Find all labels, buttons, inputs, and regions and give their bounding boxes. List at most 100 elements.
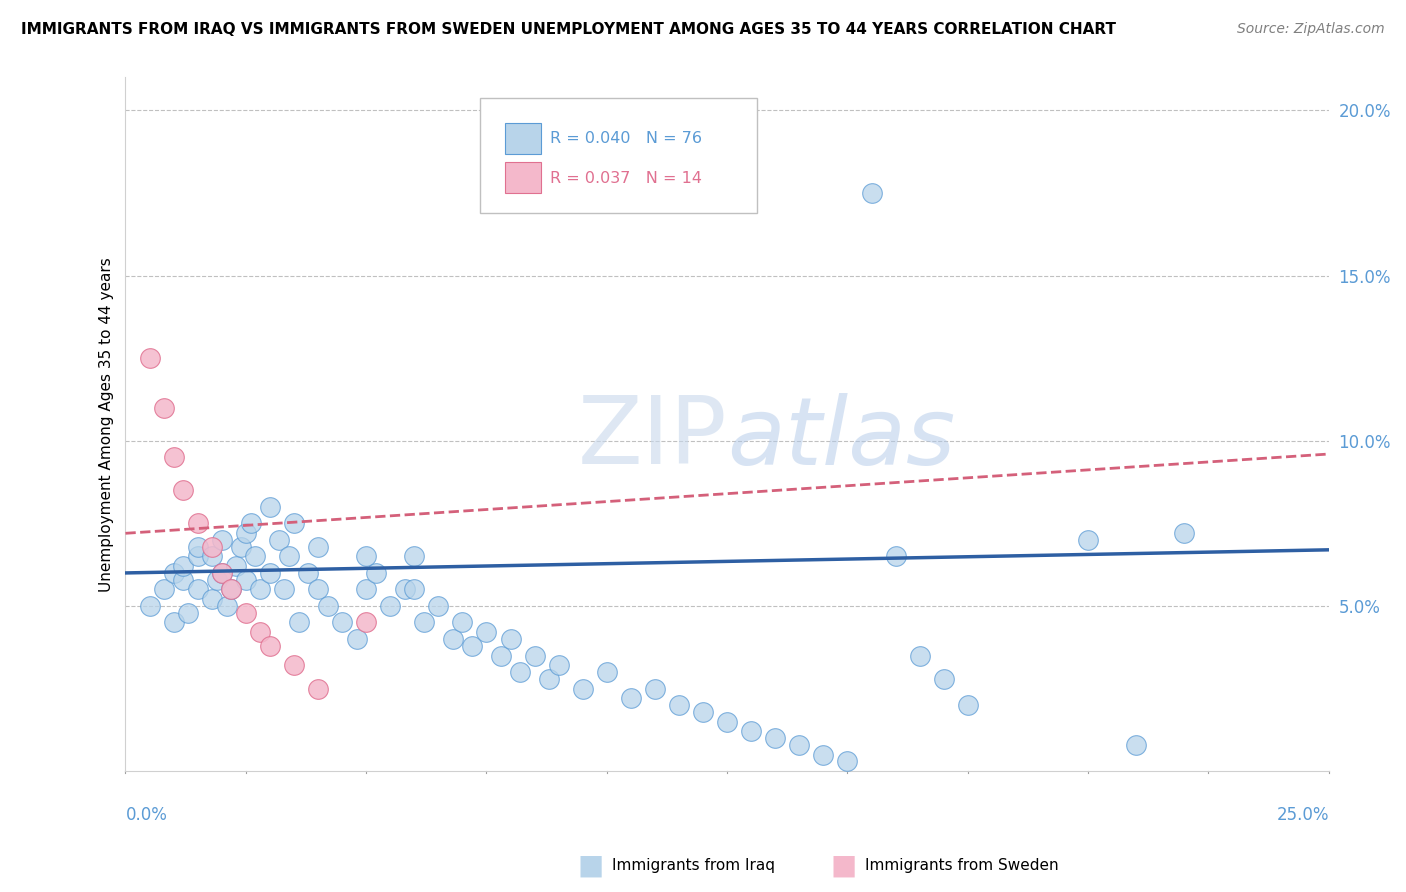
Point	[716, 714, 738, 729]
Point	[789, 738, 811, 752]
Text: 0.0%: 0.0%	[125, 805, 167, 824]
Point	[201, 592, 224, 607]
Point	[330, 615, 353, 630]
Text: Source: ZipAtlas.com: Source: ZipAtlas.com	[1237, 22, 1385, 37]
Point	[644, 681, 666, 696]
Point	[441, 632, 464, 646]
Point	[172, 483, 194, 498]
Point	[1173, 526, 1195, 541]
Point	[177, 606, 200, 620]
Text: R = 0.040   N = 76: R = 0.040 N = 76	[550, 131, 702, 146]
Point	[316, 599, 339, 613]
Point	[509, 665, 531, 679]
Point	[221, 582, 243, 597]
Point	[475, 625, 498, 640]
Point	[1077, 533, 1099, 547]
Point	[380, 599, 402, 613]
Point	[245, 549, 267, 564]
Point	[489, 648, 512, 663]
Point	[235, 606, 257, 620]
Point	[1125, 738, 1147, 752]
FancyBboxPatch shape	[505, 162, 541, 194]
Point	[547, 658, 569, 673]
Text: ZIP: ZIP	[578, 392, 727, 484]
Point	[461, 639, 484, 653]
Point	[172, 559, 194, 574]
Point	[307, 540, 329, 554]
Point	[307, 681, 329, 696]
Text: 25.0%: 25.0%	[1277, 805, 1329, 824]
Point	[740, 724, 762, 739]
Point	[620, 691, 643, 706]
FancyBboxPatch shape	[505, 122, 541, 153]
Point	[162, 450, 184, 465]
Point	[172, 573, 194, 587]
Point	[201, 549, 224, 564]
Point	[346, 632, 368, 646]
Point	[162, 615, 184, 630]
Point	[813, 747, 835, 762]
Point	[211, 566, 233, 580]
Text: ■: ■	[831, 851, 856, 880]
Point	[162, 566, 184, 580]
Point	[451, 615, 474, 630]
Point	[297, 566, 319, 580]
Point	[283, 658, 305, 673]
Point	[187, 516, 209, 531]
Point	[269, 533, 291, 547]
Point	[235, 526, 257, 541]
Point	[249, 582, 271, 597]
Point	[187, 549, 209, 564]
Point	[860, 186, 883, 200]
Text: ■: ■	[578, 851, 603, 880]
Point	[364, 566, 387, 580]
Point	[404, 549, 426, 564]
Point	[763, 731, 786, 745]
Point	[138, 599, 160, 613]
Point	[273, 582, 295, 597]
Point	[571, 681, 593, 696]
Point	[201, 540, 224, 554]
Point	[259, 566, 281, 580]
Point	[187, 582, 209, 597]
Point	[259, 639, 281, 653]
Point	[596, 665, 619, 679]
Point	[138, 351, 160, 366]
Point	[394, 582, 416, 597]
Point	[239, 516, 262, 531]
Text: IMMIGRANTS FROM IRAQ VS IMMIGRANTS FROM SWEDEN UNEMPLOYMENT AMONG AGES 35 TO 44 : IMMIGRANTS FROM IRAQ VS IMMIGRANTS FROM …	[21, 22, 1116, 37]
Point	[187, 540, 209, 554]
Point	[692, 705, 714, 719]
Point	[837, 754, 859, 768]
Point	[278, 549, 301, 564]
Point	[427, 599, 450, 613]
Point	[884, 549, 907, 564]
Point	[354, 582, 377, 597]
Point	[537, 672, 560, 686]
Point	[307, 582, 329, 597]
Point	[908, 648, 931, 663]
FancyBboxPatch shape	[481, 98, 758, 212]
Point	[283, 516, 305, 531]
Point	[354, 615, 377, 630]
Point	[287, 615, 309, 630]
Point	[205, 573, 228, 587]
Y-axis label: Unemployment Among Ages 35 to 44 years: Unemployment Among Ages 35 to 44 years	[100, 257, 114, 591]
Point	[412, 615, 434, 630]
Point	[249, 625, 271, 640]
Text: atlas: atlas	[727, 392, 955, 483]
Point	[235, 573, 257, 587]
Point	[153, 582, 176, 597]
Point	[932, 672, 955, 686]
Point	[215, 599, 238, 613]
Point	[354, 549, 377, 564]
Text: Immigrants from Sweden: Immigrants from Sweden	[865, 858, 1059, 872]
Text: Immigrants from Iraq: Immigrants from Iraq	[612, 858, 775, 872]
Point	[499, 632, 522, 646]
Point	[259, 500, 281, 514]
Text: R = 0.037   N = 14: R = 0.037 N = 14	[550, 170, 702, 186]
Point	[668, 698, 690, 712]
Point	[404, 582, 426, 597]
Point	[211, 533, 233, 547]
Point	[225, 559, 247, 574]
